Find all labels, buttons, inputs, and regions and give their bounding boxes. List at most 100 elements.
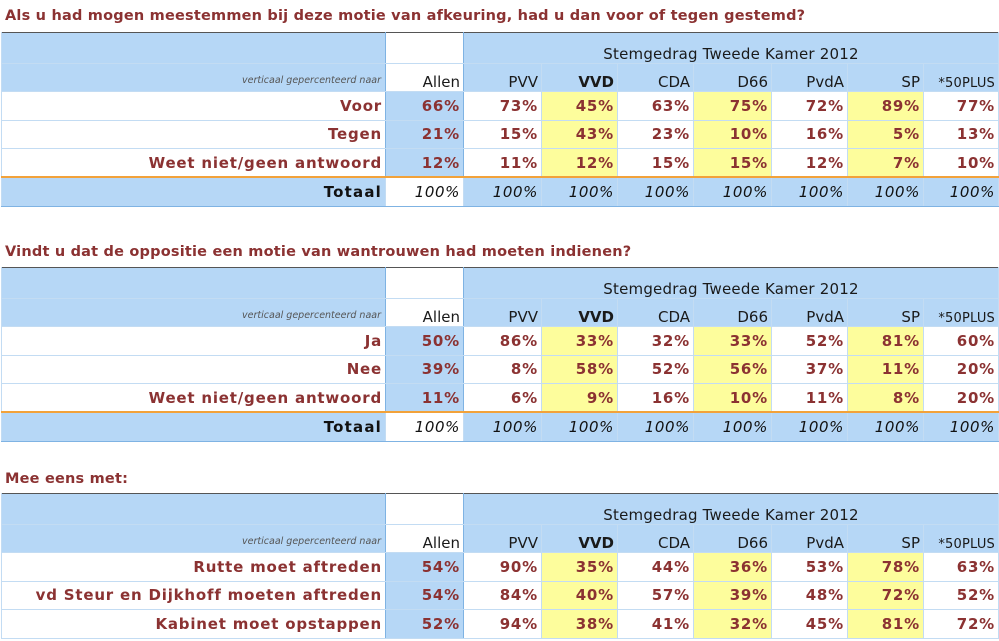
total-pvv: 100%: [463, 412, 542, 442]
cell-d66: 39%: [693, 581, 772, 610]
results-table: Stemgedrag Tweede Kamer 2012 verticaal g…: [1, 32, 999, 207]
total-50plus: 100%: [923, 177, 999, 207]
label-header: verticaal gepercenteerd naar: [1, 298, 386, 327]
cell-cda: 63%: [617, 91, 694, 121]
cell-vvd: 40%: [541, 581, 618, 610]
cell-sp: 72%: [847, 581, 924, 610]
total-cda: 100%: [617, 177, 694, 207]
cell-50plus: 63%: [923, 552, 999, 582]
total-label: Totaal: [1, 412, 386, 442]
cell-50plus: 72%: [923, 609, 999, 639]
table-row: Tegen 21% 15% 43% 23% 10% 16% 5% 13%: [1, 120, 999, 149]
total-row: Totaal 100% 100% 100% 100% 100% 100% 100…: [1, 177, 999, 207]
total-d66: 100%: [693, 412, 772, 442]
column-header-sp: SP: [847, 63, 924, 92]
cell-pvv: 73%: [463, 91, 542, 121]
column-header-50plus: *50PLUS: [923, 524, 999, 553]
column-header-sp: SP: [847, 298, 924, 327]
cell-pvda: 12%: [771, 148, 848, 178]
row-label: Kabinet moet opstappen: [1, 609, 386, 639]
cell-pvv: 11%: [463, 148, 542, 178]
cell-vvd: 43%: [541, 120, 618, 149]
column-header-allen: Allen: [385, 63, 464, 92]
cell-sp: 81%: [847, 609, 924, 639]
column-header-cda: CDA: [617, 298, 694, 327]
cell-pvv: 8%: [463, 355, 542, 384]
header-row-caption: Stemgedrag Tweede Kamer 2012: [1, 32, 999, 64]
header-row-columns: verticaal gepercenteerd naar Allen PVV V…: [1, 524, 999, 553]
column-header-50plus: *50PLUS: [923, 63, 999, 92]
total-sp: 100%: [847, 177, 924, 207]
cell-cda: 41%: [617, 609, 694, 639]
column-header-pvv: PVV: [463, 63, 542, 92]
cell-cda: 23%: [617, 120, 694, 149]
table-row: Weet niet/geen antwoord 12% 11% 12% 15% …: [1, 148, 999, 178]
cell-pvda: 37%: [771, 355, 848, 384]
cell-allen: 39%: [385, 355, 464, 384]
cell-allen: 12%: [385, 148, 464, 178]
column-header-vvd: VVD: [541, 63, 618, 92]
total-50plus: 100%: [923, 412, 999, 442]
cell-d66: 15%: [693, 148, 772, 178]
table-row: Nee 39% 8% 58% 52% 56% 37% 11% 20%: [1, 355, 999, 384]
column-header-sp: SP: [847, 524, 924, 553]
cell-50plus: 13%: [923, 120, 999, 149]
row-label: Weet niet/geen antwoord: [1, 383, 386, 413]
total-label: Totaal: [1, 177, 386, 207]
cell-50plus: 52%: [923, 581, 999, 610]
cell-sp: 8%: [847, 383, 924, 413]
total-row: Totaal 100% 100% 100% 100% 100% 100% 100…: [1, 412, 999, 442]
column-header-pvda: PvdA: [771, 298, 848, 327]
cell-pvda: 53%: [771, 552, 848, 582]
column-header-vvd: VVD: [541, 298, 618, 327]
total-pvda: 100%: [771, 412, 848, 442]
row-label: Ja: [1, 326, 386, 356]
column-header-pvv: PVV: [463, 298, 542, 327]
cell-pvv: 94%: [463, 609, 542, 639]
column-header-allen: Allen: [385, 524, 464, 553]
cell-allen: 11%: [385, 383, 464, 413]
cell-vvd: 9%: [541, 383, 618, 413]
cell-d66: 10%: [693, 383, 772, 413]
cell-d66: 32%: [693, 609, 772, 639]
results-table: Stemgedrag Tweede Kamer 2012 verticaal g…: [1, 493, 999, 639]
column-header-pvda: PvdA: [771, 524, 848, 553]
header-row-caption: Stemgedrag Tweede Kamer 2012: [1, 267, 999, 299]
table-row: Ja 50% 86% 33% 32% 33% 52% 81% 60%: [1, 326, 999, 356]
total-allen: 100%: [385, 412, 464, 442]
question-title: Mee eens met:: [5, 471, 129, 487]
cell-d66: 75%: [693, 91, 772, 121]
header-row-columns: verticaal gepercenteerd naar Allen PVV V…: [1, 298, 999, 327]
cell-50plus: 77%: [923, 91, 999, 121]
table-caption: Stemgedrag Tweede Kamer 2012: [463, 267, 999, 299]
question-title: Vindt u dat de oppositie een motie van w…: [5, 244, 632, 260]
results-table: Stemgedrag Tweede Kamer 2012 verticaal g…: [1, 267, 999, 442]
total-allen: 100%: [385, 177, 464, 207]
cell-50plus: 60%: [923, 326, 999, 356]
cell-pvv: 90%: [463, 552, 542, 582]
table-caption: Stemgedrag Tweede Kamer 2012: [463, 493, 999, 525]
cell-pvda: 72%: [771, 91, 848, 121]
label-header: verticaal gepercenteerd naar: [1, 63, 386, 92]
column-header-allen: Allen: [385, 298, 464, 327]
cell-allen: 21%: [385, 120, 464, 149]
cell-sp: 89%: [847, 91, 924, 121]
cell-d66: 33%: [693, 326, 772, 356]
cell-sp: 81%: [847, 326, 924, 356]
table-row: vd Steur en Dijkhoff moeten aftreden 54%…: [1, 581, 999, 610]
cell-pvda: 48%: [771, 581, 848, 610]
cell-cda: 52%: [617, 355, 694, 384]
cell-cda: 57%: [617, 581, 694, 610]
total-pvda: 100%: [771, 177, 848, 207]
cell-allen: 66%: [385, 91, 464, 121]
cell-pvv: 6%: [463, 383, 542, 413]
cell-50plus: 20%: [923, 383, 999, 413]
column-header-d66: D66: [693, 298, 772, 327]
cell-cda: 32%: [617, 326, 694, 356]
total-cda: 100%: [617, 412, 694, 442]
cell-sp: 7%: [847, 148, 924, 178]
column-header-pvv: PVV: [463, 524, 542, 553]
cell-50plus: 20%: [923, 355, 999, 384]
cell-50plus: 10%: [923, 148, 999, 178]
total-pvv: 100%: [463, 177, 542, 207]
